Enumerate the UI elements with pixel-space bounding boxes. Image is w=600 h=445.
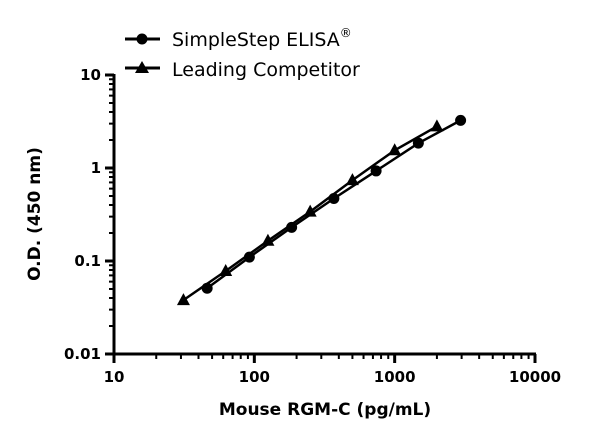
data-point-triangle <box>388 143 402 156</box>
legend: SimpleStep ELISA® Leading Competitor <box>125 26 360 81</box>
series-layer <box>176 114 467 306</box>
x-axis-title: Mouse RGM-C (pg/mL) <box>219 400 431 420</box>
triangle-marker-icon <box>135 61 149 73</box>
legend-item-simplestep: SimpleStep ELISA® <box>125 26 352 51</box>
data-point-circle <box>412 137 424 149</box>
data-point-circle <box>455 114 467 126</box>
x-tick-label: 10 <box>104 368 125 386</box>
y-tick-label: 1 <box>91 159 101 177</box>
y-tick-label: 0.1 <box>74 252 101 270</box>
data-point-circle <box>370 165 382 177</box>
legend-label-competitor: Leading Competitor <box>172 59 360 81</box>
data-point-triangle <box>219 264 233 277</box>
data-point-triangle <box>345 173 359 186</box>
legend-label-simplestep: SimpleStep ELISA® <box>172 26 352 51</box>
data-point-triangle <box>303 204 317 217</box>
axes: 10 100 1000 10000 0.01 0.1 1 10 <box>64 66 561 386</box>
y-tick-label: 0.01 <box>64 345 101 363</box>
legend-item-competitor: Leading Competitor <box>125 59 360 81</box>
x-tick-label: 100 <box>239 368 270 386</box>
data-point-triangle <box>176 293 190 306</box>
data-point-triangle <box>430 119 444 132</box>
y-axis-title: O.D. (450 nm) <box>25 147 45 281</box>
data-point-circle <box>286 221 298 233</box>
x-tick-label: 1000 <box>374 368 416 386</box>
y-tick-label: 10 <box>80 66 101 84</box>
data-point-circle <box>243 251 255 263</box>
data-point-triangle <box>261 233 275 246</box>
circle-marker-icon <box>136 33 148 45</box>
x-tick-label: 10000 <box>509 368 561 386</box>
